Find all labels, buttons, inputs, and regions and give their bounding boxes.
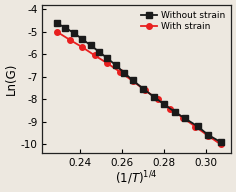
Without strain <box>184 117 186 120</box>
Without strain <box>114 64 117 66</box>
With strain <box>207 135 210 137</box>
Without strain <box>106 57 109 60</box>
Without strain <box>131 79 134 81</box>
Y-axis label: Ln(G): Ln(G) <box>5 63 18 95</box>
Without strain <box>207 134 210 136</box>
Without strain <box>56 22 59 24</box>
With strain <box>68 39 71 41</box>
Without strain <box>81 38 84 40</box>
Without strain <box>123 72 126 74</box>
Without strain <box>72 32 75 34</box>
With strain <box>156 98 159 100</box>
Without strain <box>142 87 144 90</box>
With strain <box>181 117 184 119</box>
Without strain <box>173 111 176 113</box>
With strain <box>56 31 59 33</box>
With strain <box>118 71 121 73</box>
With strain <box>169 108 172 110</box>
Without strain <box>152 95 155 98</box>
Without strain <box>219 141 222 143</box>
With strain <box>106 62 109 65</box>
Without strain <box>163 103 165 105</box>
With strain <box>81 46 84 48</box>
Without strain <box>98 50 101 53</box>
Line: With strain: With strain <box>54 29 223 147</box>
With strain <box>194 126 197 128</box>
With strain <box>131 80 134 82</box>
Line: Without strain: Without strain <box>54 21 223 145</box>
X-axis label: $(1/T)^{1/4}$: $(1/T)^{1/4}$ <box>115 170 158 187</box>
Without strain <box>89 44 92 46</box>
With strain <box>93 54 96 57</box>
With strain <box>144 89 147 91</box>
Without strain <box>196 125 199 127</box>
With strain <box>219 143 222 146</box>
Legend: Without strain, With strain: Without strain, With strain <box>139 9 227 33</box>
Without strain <box>64 27 67 29</box>
